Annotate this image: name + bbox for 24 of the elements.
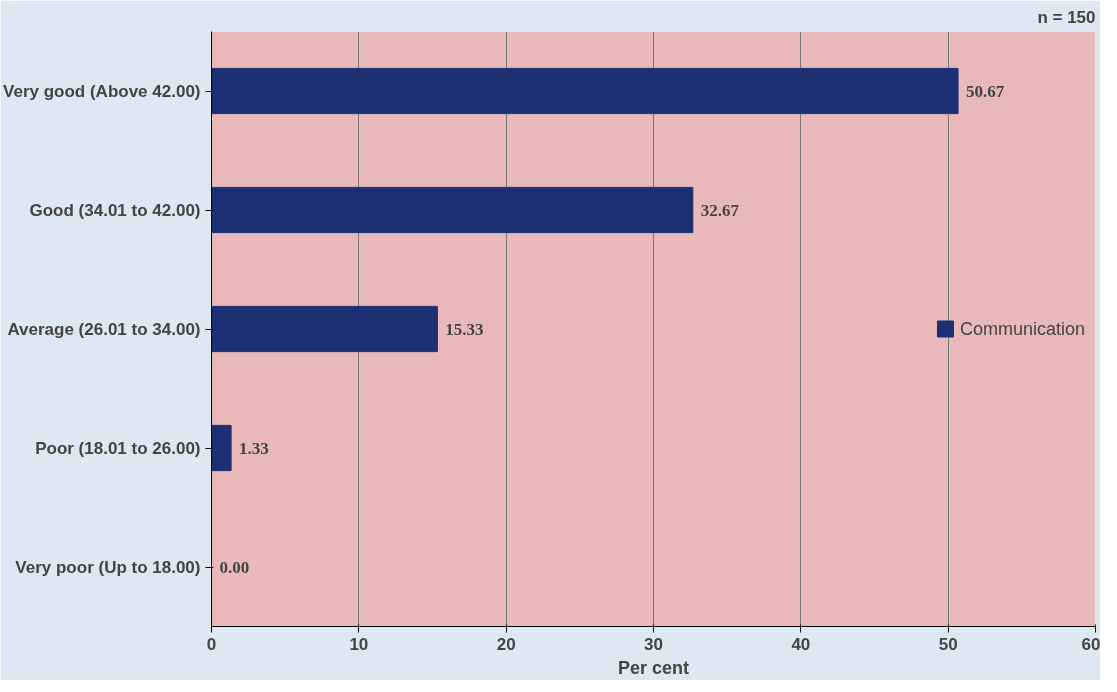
x-tick-label: 10: [349, 634, 369, 654]
bar: [211, 424, 232, 472]
data-label: 50.67: [966, 81, 1005, 101]
text: n = 150: [1037, 7, 1096, 27]
data-label: 0.00: [219, 557, 250, 577]
y-tick-label: Poor (18.01 to 26.00): [35, 438, 201, 458]
y-tick-label: Average (26.01 to 34.00): [7, 319, 201, 339]
y-tick-label: Very good (Above 42.00): [3, 81, 201, 101]
bar: [211, 67, 959, 115]
data-label: 1.33: [239, 438, 269, 458]
data-label: 15.33: [445, 319, 484, 339]
data-label: 32.67: [700, 200, 740, 220]
bar: [211, 186, 694, 234]
x-axis-title: Per cent: [617, 657, 690, 678]
bar: [211, 305, 438, 353]
x-tick-label: 0: [206, 634, 217, 654]
x-tick-label: 30: [644, 634, 663, 654]
x-tick-label: 60: [1081, 634, 1101, 654]
y-tick-label: Very poor (Up to 18.00): [15, 557, 201, 577]
x-tick-label: 20: [496, 634, 516, 654]
y-tick-label: Good (34.01 to 42.00): [29, 200, 201, 220]
legend-label: Communication: [959, 318, 1085, 339]
x-tick-label: 40: [791, 634, 811, 654]
x-tick-label: 50: [938, 634, 958, 654]
